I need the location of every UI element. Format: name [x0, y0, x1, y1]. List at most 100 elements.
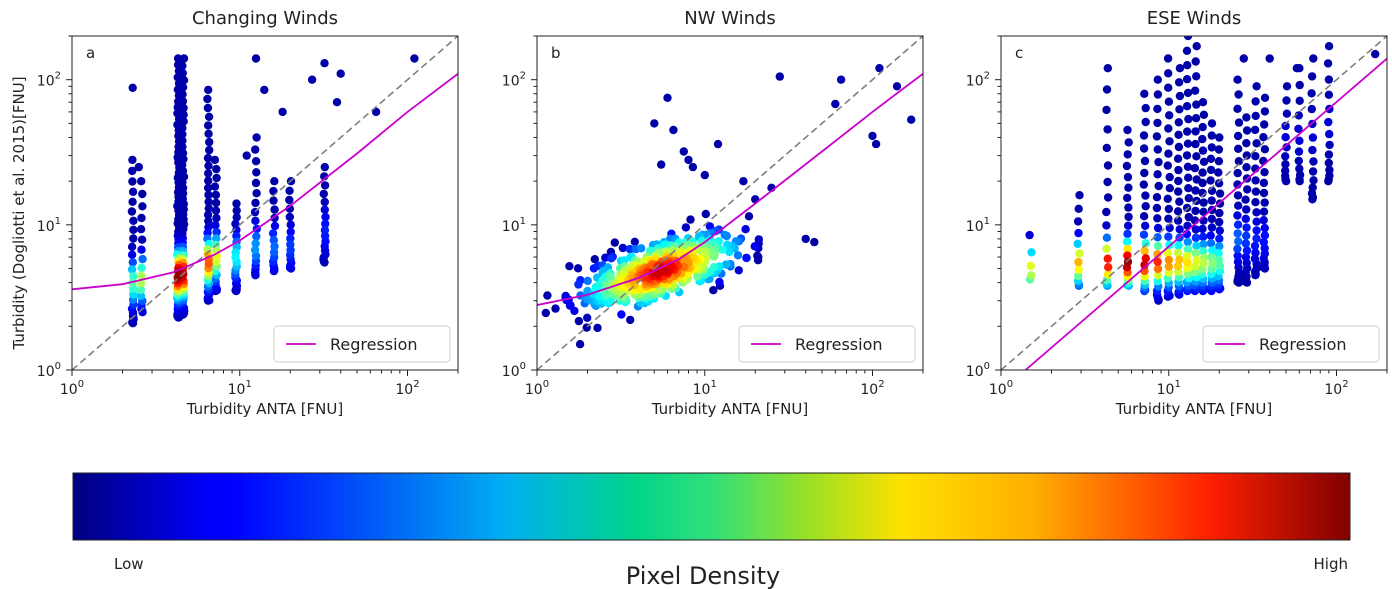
- scatter-point: [1198, 224, 1207, 234]
- scatter-point: [320, 181, 330, 190]
- scatter-point: [657, 160, 666, 169]
- scatter-point: [713, 139, 723, 149]
- scatter-point: [1102, 221, 1111, 230]
- scatter-point: [1233, 211, 1242, 220]
- scatter-point: [617, 310, 626, 319]
- scatter-point: [1214, 145, 1224, 154]
- scatter-point: [1153, 118, 1162, 128]
- scatter-point: [179, 103, 188, 113]
- scatter-point: [1192, 42, 1201, 51]
- scatter-point: [1153, 233, 1162, 242]
- scatter-point: [650, 119, 659, 128]
- scatter-point: [286, 220, 295, 229]
- regression-line: [72, 72, 458, 291]
- scatter-point: [630, 237, 639, 246]
- scatter-point: [320, 226, 330, 235]
- scatter-point: [1153, 145, 1163, 154]
- scatter-point: [1103, 63, 1113, 73]
- scatter-point: [212, 234, 221, 243]
- scatter-point: [204, 161, 213, 170]
- scatter-point: [1309, 54, 1318, 63]
- scatter-point: [593, 323, 602, 333]
- scatter-point: [741, 225, 750, 234]
- scatter-point: [128, 155, 137, 165]
- scatter-point: [1252, 82, 1261, 91]
- scatter-point: [1141, 191, 1150, 200]
- scatter-point: [1260, 231, 1270, 240]
- scatter-point: [1252, 139, 1261, 148]
- scatter-point: [1199, 157, 1209, 166]
- scatter-point: [1139, 212, 1149, 221]
- scatter-point: [203, 210, 213, 219]
- scatter-point: [1075, 191, 1084, 200]
- scatter-point: [1259, 238, 1269, 247]
- scatter-point: [686, 215, 695, 224]
- scatter-point: [1309, 157, 1318, 166]
- scatter-point: [590, 255, 599, 264]
- scatter-point: [871, 139, 881, 149]
- scatter-point: [205, 137, 214, 147]
- scatter-point: [1206, 154, 1216, 163]
- scatter-point: [210, 182, 220, 191]
- scatter-point: [1259, 188, 1269, 198]
- x-tick-label: 100: [525, 379, 549, 398]
- scatter-point: [1165, 137, 1174, 146]
- scatter-point: [725, 247, 734, 257]
- scatter-point: [595, 292, 604, 301]
- y-tick-label: 101: [502, 216, 526, 235]
- scatter-point: [1191, 139, 1200, 149]
- scatter-point: [1295, 164, 1304, 173]
- scatter-point: [128, 258, 137, 267]
- scatter-point: [583, 313, 592, 322]
- scatter-point: [1242, 126, 1252, 135]
- scatter-point: [1140, 168, 1149, 178]
- scatter-point: [1207, 223, 1217, 232]
- scatter-point: [1241, 239, 1251, 248]
- scatter-point: [1073, 239, 1082, 248]
- scatter-point: [127, 242, 137, 251]
- scatter-point: [1251, 152, 1260, 161]
- scatter-point: [252, 168, 261, 177]
- scatter-point: [701, 209, 710, 219]
- scatter-point: [232, 206, 241, 215]
- scatter-point: [1174, 165, 1183, 175]
- scatter-point: [1141, 103, 1150, 113]
- scatter-point: [1260, 93, 1270, 103]
- scatter-point: [129, 234, 138, 243]
- scatter-point: [204, 259, 213, 268]
- scatter-point: [1214, 249, 1223, 258]
- scatter-point: [1123, 257, 1133, 266]
- scatter-point: [1233, 131, 1243, 141]
- scatter-point: [1252, 234, 1261, 243]
- scatter-point: [129, 225, 138, 234]
- scatter-point: [1295, 80, 1304, 90]
- scatter-point: [1174, 142, 1184, 152]
- scatter-point: [1165, 111, 1174, 120]
- scatter-point: [1164, 83, 1173, 92]
- panel-letter: c: [1015, 44, 1023, 62]
- scatter-point: [178, 136, 187, 145]
- scatter-point: [1192, 241, 1201, 250]
- scatter-point: [252, 189, 261, 198]
- scatter-point: [1215, 242, 1224, 251]
- scatter-point: [1215, 208, 1224, 218]
- scatter-point: [1259, 178, 1269, 188]
- scatter-point: [1198, 178, 1207, 188]
- scatter-point: [1163, 54, 1173, 63]
- scatter-point: [252, 133, 261, 142]
- scatter-point: [742, 253, 751, 263]
- scatter-point: [1295, 96, 1304, 106]
- scatter-point: [260, 85, 269, 95]
- scatter-point: [1182, 75, 1192, 84]
- scatter-point: [212, 227, 221, 237]
- panel-letter: a: [86, 44, 95, 62]
- identity-line: [72, 36, 458, 370]
- axes-frame: [536, 35, 924, 371]
- scatter-point: [204, 121, 213, 130]
- scatter-point: [1102, 207, 1111, 217]
- scatter-point: [1153, 241, 1163, 251]
- scatter-point: [750, 242, 759, 251]
- scatter-point: [606, 272, 615, 282]
- scatter-point: [1190, 164, 1200, 173]
